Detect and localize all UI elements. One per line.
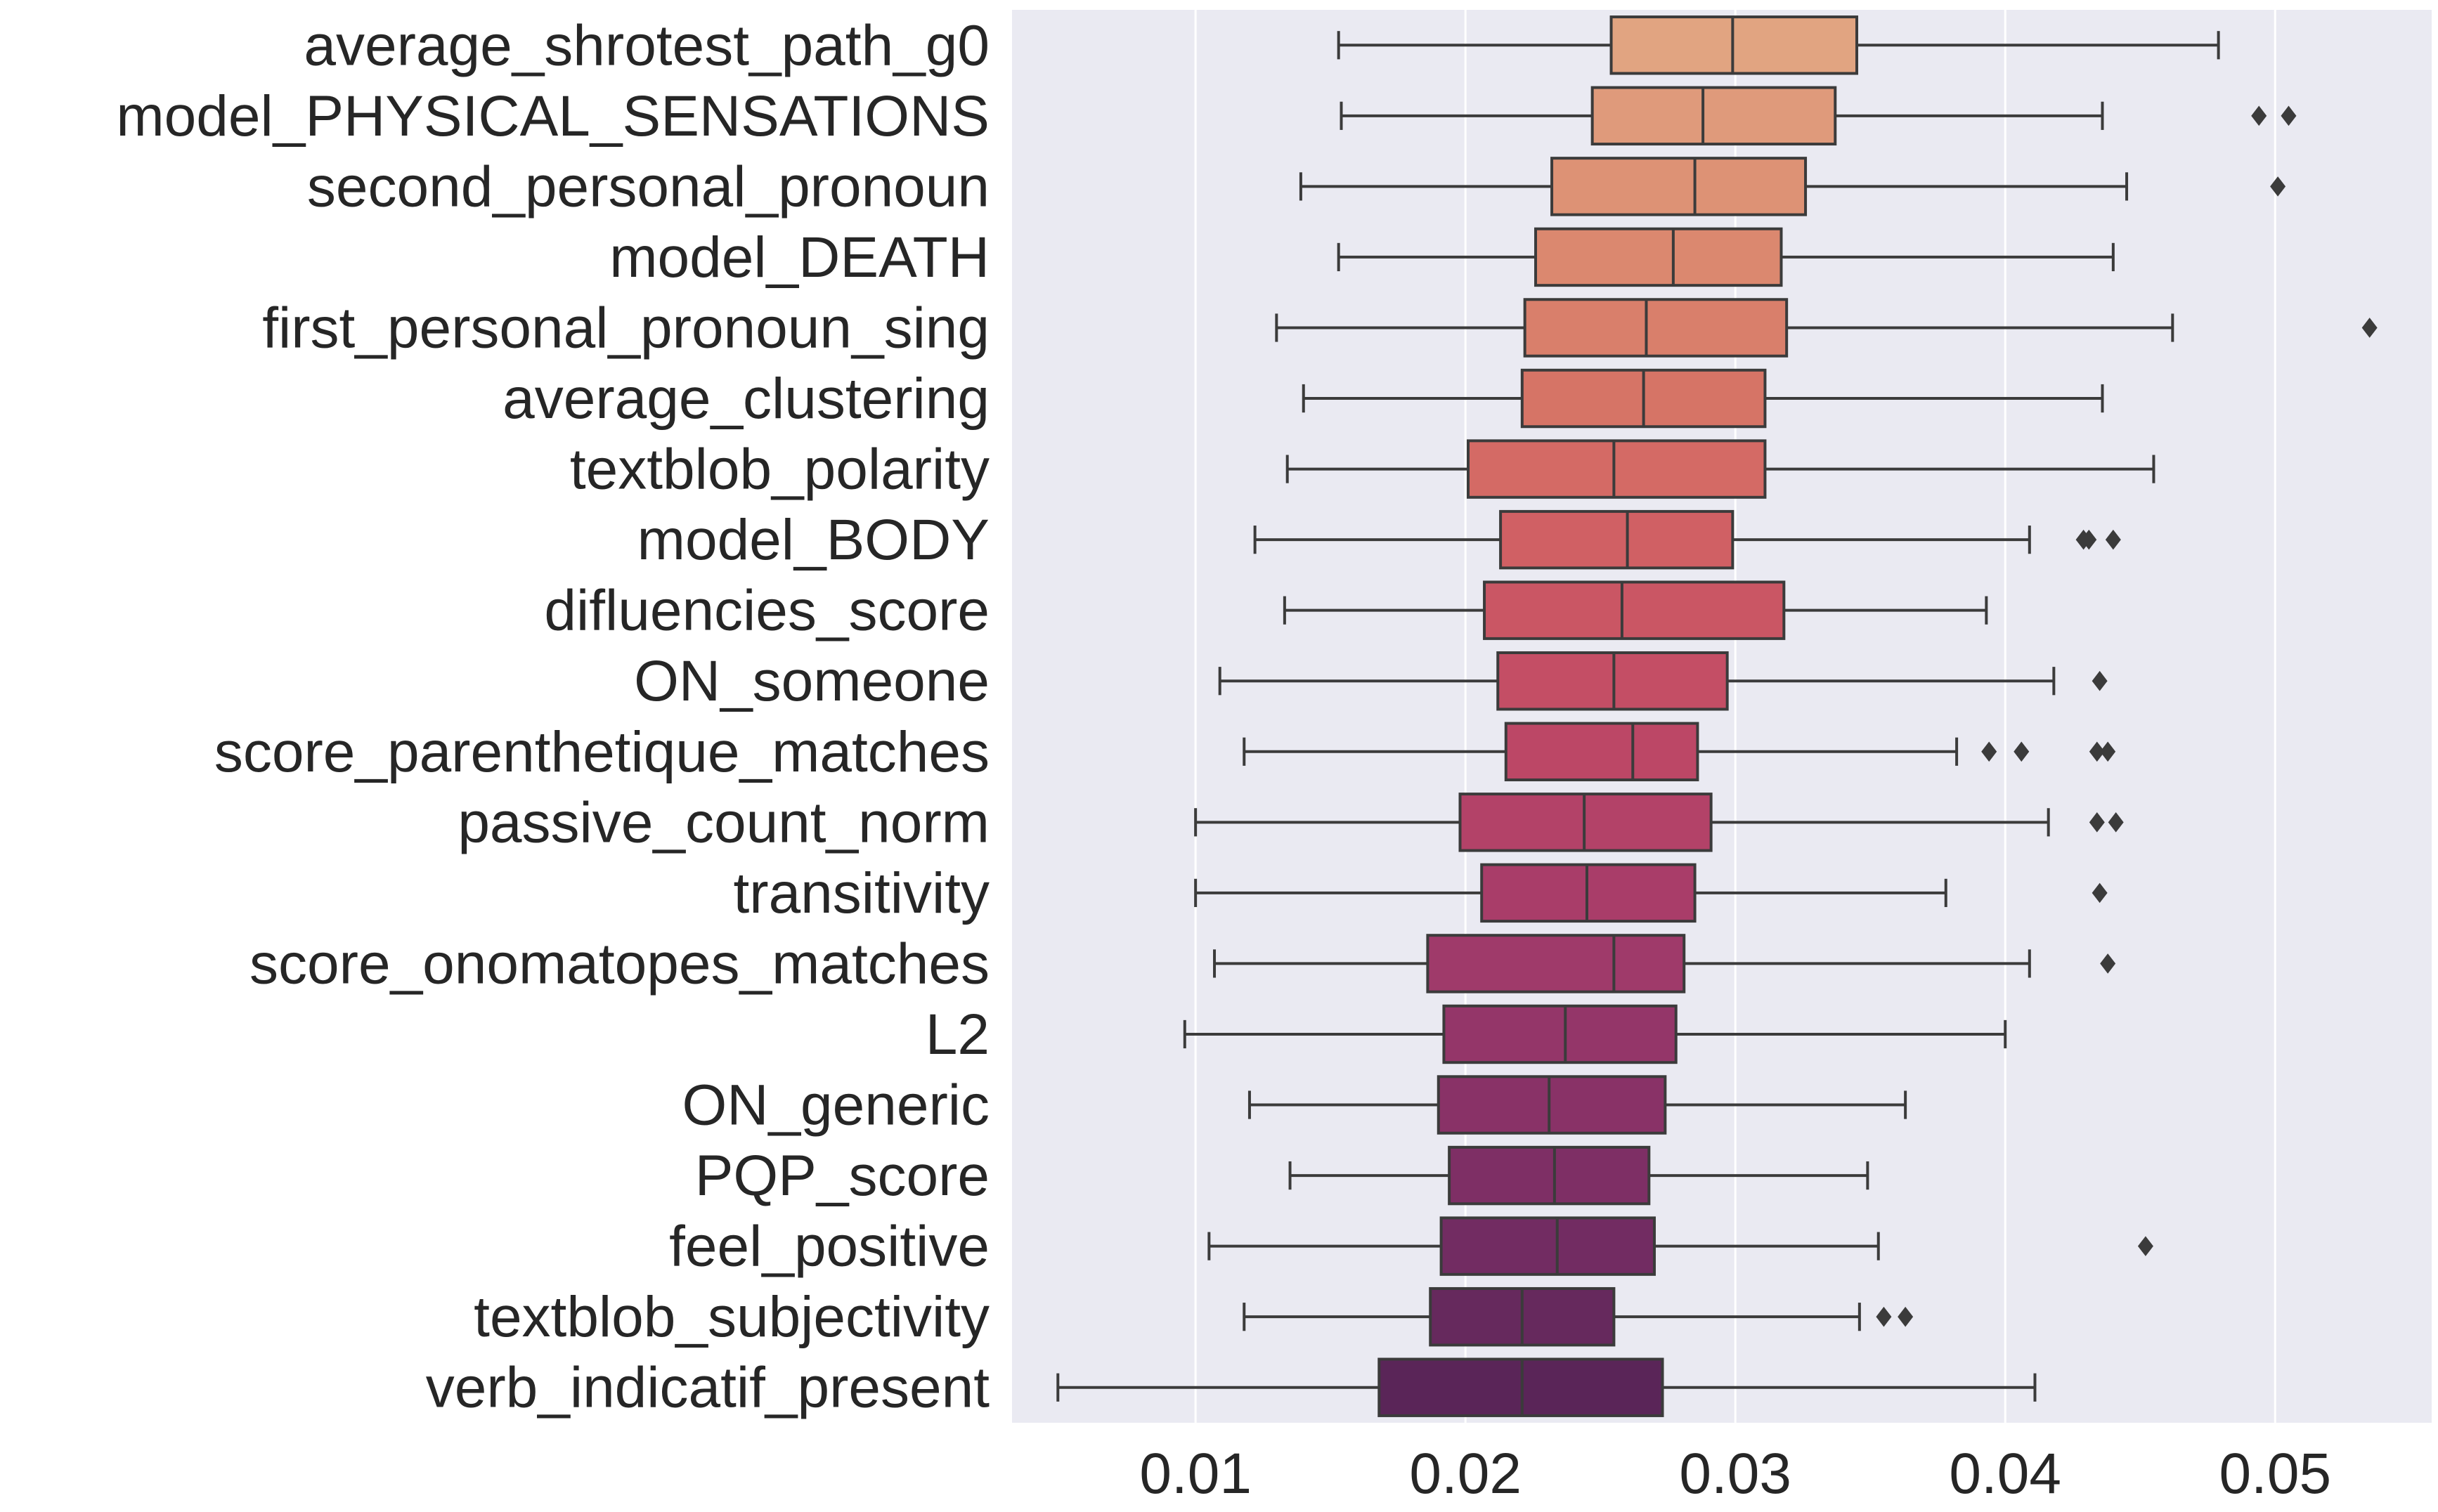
outlier-point <box>2137 1236 2153 1256</box>
outlier-point <box>2108 812 2124 833</box>
outlier-point <box>2105 529 2121 550</box>
x-tick-labels: 0.01 0.02 0.03 0.04 0.05 <box>1139 1442 2331 1506</box>
box-iqr <box>1534 227 1783 287</box>
y-tick-label: model_DEATH <box>609 226 990 289</box>
box-score_parenthetique_matches <box>1243 722 2116 781</box>
box-first_personal_pronoun_sing <box>1275 298 2378 358</box>
box-model_PHYSICAL_SENSATIONS <box>1340 86 2297 146</box>
box-feel_positive <box>1207 1216 2153 1276</box>
y-tick-label: passive_count_norm <box>458 790 990 854</box>
outlier-point <box>2270 176 2286 197</box>
y-tick-labels: average_shrotest_path_g0 model_PHYSICAL_S… <box>116 13 990 1419</box>
y-tick-label: ON_someone <box>634 649 990 713</box>
box-L2 <box>1183 1004 2007 1064</box>
y-tick-label: PQP_score <box>695 1144 990 1208</box>
y-tick-label: model_PHYSICAL_SENSATIONS <box>116 84 990 148</box>
outlier-point <box>2089 741 2105 762</box>
x-tick-label: 0.02 <box>1409 1442 1522 1506</box>
box-iqr <box>1550 157 1808 216</box>
box-iqr <box>1439 1216 1656 1276</box>
box-iqr <box>1467 439 1767 499</box>
outlier-point <box>2089 812 2105 833</box>
box-score_onomatopes_matches <box>1213 934 2116 993</box>
y-tick-label: ON_generic <box>682 1074 990 1138</box>
box-textblob_subjectivity <box>1243 1286 1914 1347</box>
box-ON_someone <box>1218 651 2108 711</box>
boxes-group <box>1056 15 2378 1417</box>
box-ON_generic <box>1247 1075 1907 1135</box>
outlier-point <box>1876 1306 1892 1327</box>
x-tick-label: 0.05 <box>2219 1442 2331 1506</box>
y-tick-label: model_BODY <box>637 508 990 572</box>
y-tick-label: L2 <box>926 1003 990 1067</box>
y-tick-label: textblob_polarity <box>570 438 990 502</box>
outlier-point <box>2092 882 2108 904</box>
box-verb_indicatif_present <box>1056 1357 2037 1417</box>
outlier-point <box>2014 741 2030 762</box>
box-iqr <box>1590 86 1837 146</box>
outlier-point <box>2361 318 2378 338</box>
y-tick-label: feel_positive <box>669 1215 990 1279</box>
y-tick-label: score_parenthetique_matches <box>214 720 990 784</box>
box-iqr <box>1437 1075 1667 1135</box>
box-difluencies_score <box>1283 580 1988 640</box>
box-transitivity <box>1194 863 2108 923</box>
y-tick-label: difluencies_score <box>544 579 990 643</box>
box-iqr <box>1448 1145 1651 1206</box>
box-iqr <box>1483 580 1786 640</box>
outlier-point <box>2100 741 2116 762</box>
outlier-point <box>2251 105 2267 126</box>
x-tick-label: 0.03 <box>1679 1442 1791 1506</box>
y-tick-label: first_personal_pronoun_sing <box>262 296 990 360</box>
outlier-point <box>2092 670 2108 691</box>
outlier-point <box>2081 529 2097 550</box>
y-tick-label: score_onomatopes_matches <box>249 932 990 996</box>
y-tick-label: textblob_subjectivity <box>474 1285 990 1349</box>
plot-area <box>1012 10 2432 1423</box>
y-tick-label: transitivity <box>733 861 990 925</box>
box-iqr <box>1504 722 1699 781</box>
box-passive_count_norm <box>1194 793 2124 852</box>
y-tick-label: average_shrotest_path_g0 <box>304 13 990 77</box>
x-tick-label: 0.04 <box>1949 1442 2061 1506</box>
box-iqr <box>1426 934 1686 993</box>
box-model_BODY <box>1253 509 2121 570</box>
box-iqr <box>1523 298 1789 358</box>
box-average_shrotest_path_g0 <box>1337 15 2220 75</box>
box-PQP_score <box>1288 1145 1869 1206</box>
x-tick-label: 0.01 <box>1139 1442 1252 1506</box>
box-textblob_polarity <box>1285 439 2155 499</box>
outlier-point <box>2100 953 2116 974</box>
y-tick-label: second_personal_pronoun <box>307 155 990 219</box>
box-iqr <box>1499 509 1735 570</box>
y-tick-label: verb_indicatif_present <box>426 1356 990 1420</box>
box-model_DEATH <box>1337 227 2115 287</box>
box-average_clustering <box>1302 368 2104 429</box>
outlier-point <box>1898 1306 1914 1327</box>
y-tick-label: average_clustering <box>502 367 990 431</box>
outlier-point <box>1981 741 1997 762</box>
outlier-point <box>2281 105 2297 126</box>
box-iqr <box>1442 1004 1678 1064</box>
box-second_personal_pronoun <box>1299 157 2286 216</box>
